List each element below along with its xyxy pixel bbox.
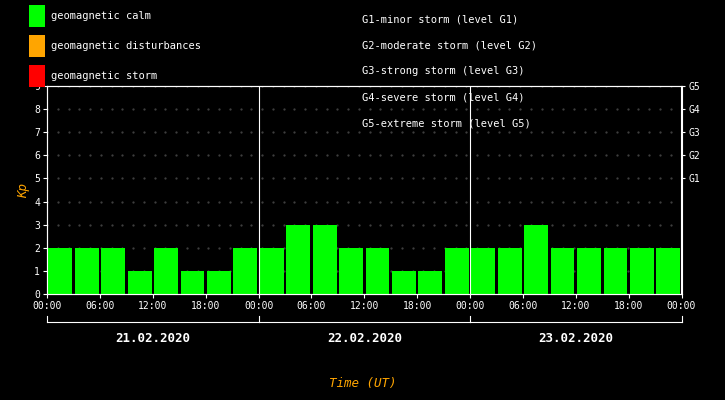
Text: geomagnetic storm: geomagnetic storm — [51, 71, 157, 81]
Text: 22.02.2020: 22.02.2020 — [327, 332, 402, 344]
Bar — [471, 248, 495, 294]
Bar — [630, 248, 654, 294]
Text: 21.02.2020: 21.02.2020 — [115, 332, 191, 344]
Text: geomagnetic disturbances: geomagnetic disturbances — [51, 41, 201, 51]
Bar — [233, 248, 257, 294]
Text: Time (UT): Time (UT) — [328, 378, 397, 390]
Bar — [551, 248, 574, 294]
Bar — [577, 248, 601, 294]
Bar — [392, 271, 416, 294]
Y-axis label: Kp: Kp — [17, 182, 30, 198]
Bar — [603, 248, 627, 294]
Text: G3-strong storm (level G3): G3-strong storm (level G3) — [362, 66, 525, 76]
Bar — [260, 248, 283, 294]
Text: G1-minor storm (level G1): G1-minor storm (level G1) — [362, 14, 519, 24]
Bar — [49, 248, 72, 294]
Bar — [339, 248, 363, 294]
Bar — [286, 225, 310, 294]
Bar — [365, 248, 389, 294]
Bar — [128, 271, 152, 294]
Bar — [445, 248, 469, 294]
Text: G4-severe storm (level G4): G4-severe storm (level G4) — [362, 92, 525, 102]
Text: G5-extreme storm (level G5): G5-extreme storm (level G5) — [362, 118, 531, 128]
Bar — [181, 271, 204, 294]
Bar — [524, 225, 548, 294]
Bar — [498, 248, 521, 294]
Bar — [102, 248, 125, 294]
Text: 23.02.2020: 23.02.2020 — [538, 332, 613, 344]
Bar — [418, 271, 442, 294]
Text: G2-moderate storm (level G2): G2-moderate storm (level G2) — [362, 40, 537, 50]
Text: geomagnetic calm: geomagnetic calm — [51, 11, 151, 21]
Bar — [312, 225, 336, 294]
Bar — [656, 248, 680, 294]
Bar — [75, 248, 99, 294]
Bar — [471, 248, 495, 294]
Bar — [207, 271, 231, 294]
Bar — [154, 248, 178, 294]
